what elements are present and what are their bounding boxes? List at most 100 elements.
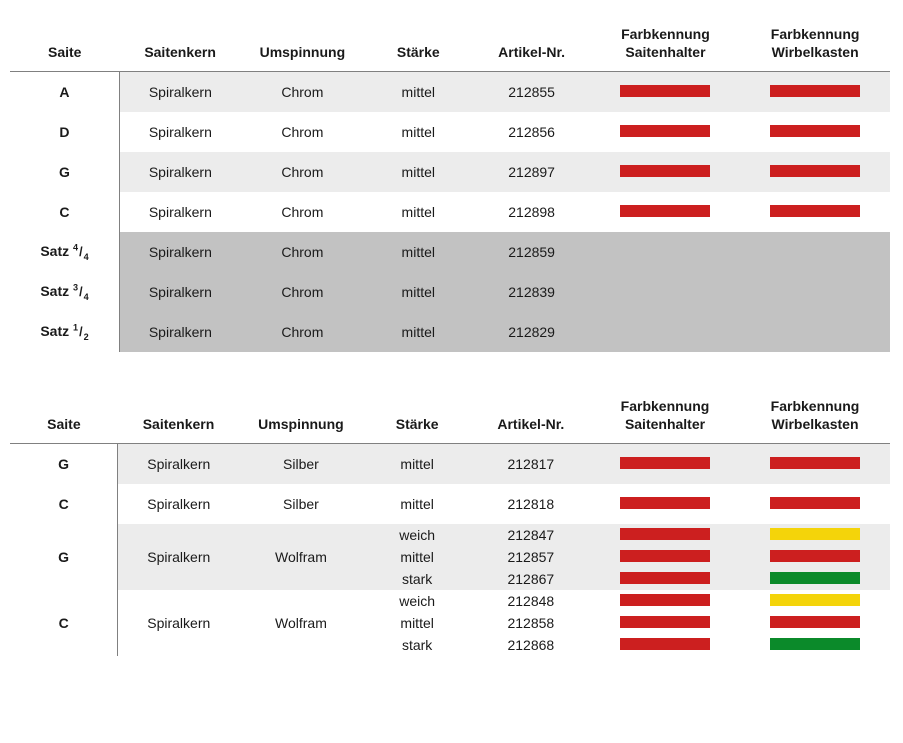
cell-stk: weich xyxy=(363,524,472,546)
col-saite: Saite xyxy=(10,20,119,72)
col-artikel: Artikel-Nr. xyxy=(473,20,591,72)
cell-fk2 xyxy=(740,524,890,546)
table-row: Satz 4/4SpiralkernChrommittel212859 xyxy=(10,232,890,272)
strings-table-2: Saite Saitenkern Umspinnung Stärke Artik… xyxy=(10,392,890,656)
cell-art: 212856 xyxy=(473,112,591,152)
color-swatch xyxy=(770,550,860,562)
color-swatch xyxy=(770,594,860,606)
cell-fk2 xyxy=(740,152,890,192)
table-row: GSpiralkernSilbermittel212817 xyxy=(10,444,890,485)
cell-stk: mittel xyxy=(363,444,472,485)
cell-umsp: Chrom xyxy=(241,152,364,192)
cell-saite: C xyxy=(10,590,118,656)
col-umspinnung: Umspinnung xyxy=(241,20,364,72)
color-swatch xyxy=(620,594,710,606)
cell-stk: mittel xyxy=(363,484,472,524)
cell-fk2 xyxy=(740,272,890,312)
cell-saite: Satz 3/4 xyxy=(10,272,119,312)
cell-fk2 xyxy=(740,72,890,113)
color-swatch xyxy=(770,125,860,137)
color-swatch xyxy=(620,528,710,540)
col-saite: Saite xyxy=(10,392,118,444)
color-swatch xyxy=(620,616,710,628)
table-header-row: Saite Saitenkern Umspinnung Stärke Artik… xyxy=(10,392,890,444)
table-row: CSpiralkernWolframweich212848 xyxy=(10,590,890,612)
cell-fk2 xyxy=(740,484,890,524)
saite-label: Satz 3/4 xyxy=(40,283,88,299)
cell-fk1 xyxy=(590,590,740,612)
color-swatch xyxy=(620,457,710,469)
cell-art: 212859 xyxy=(473,232,591,272)
table-2-body: GSpiralkernSilbermittel212817CSpiralkern… xyxy=(10,444,890,657)
color-swatch xyxy=(620,125,710,137)
cell-fk1 xyxy=(591,152,741,192)
color-swatch xyxy=(620,572,710,584)
cell-art: 212855 xyxy=(473,72,591,113)
saite-label: Satz 1/2 xyxy=(40,323,88,339)
cell-saite: Satz 1/2 xyxy=(10,312,119,352)
cell-art: 212847 xyxy=(472,524,590,546)
cell-fk1 xyxy=(590,568,740,590)
cell-kern: Spiralkern xyxy=(119,112,240,152)
cell-umsp: Chrom xyxy=(241,112,364,152)
color-swatch xyxy=(620,205,710,217)
cell-stk: mittel xyxy=(364,192,473,232)
cell-kern: Spiralkern xyxy=(118,590,240,656)
cell-art: 212857 xyxy=(472,546,590,568)
cell-art: 212848 xyxy=(472,590,590,612)
cell-stk: stark xyxy=(363,568,472,590)
cell-stk: mittel xyxy=(364,72,473,113)
col-fk-wirbel: FarbkennungWirbelkasten xyxy=(740,392,890,444)
cell-kern: Spiralkern xyxy=(119,192,240,232)
saite-label: G xyxy=(58,456,69,472)
cell-saite: A xyxy=(10,72,119,113)
cell-umsp: Silber xyxy=(239,484,362,524)
table-row: DSpiralkernChrommittel212856 xyxy=(10,112,890,152)
cell-umsp: Chrom xyxy=(241,272,364,312)
cell-stk: mittel xyxy=(364,272,473,312)
cell-saite: C xyxy=(10,484,118,524)
cell-kern: Spiralkern xyxy=(118,484,240,524)
cell-fk2 xyxy=(740,312,890,352)
saite-label: Satz 4/4 xyxy=(40,243,88,259)
color-swatch xyxy=(770,205,860,217)
cell-fk1 xyxy=(590,634,740,656)
color-swatch xyxy=(770,457,860,469)
cell-fk1 xyxy=(591,112,741,152)
cell-kern: Spiralkern xyxy=(118,524,240,590)
saite-label: C xyxy=(59,204,69,220)
cell-saite: C xyxy=(10,192,119,232)
color-swatch xyxy=(620,638,710,650)
saite-label: C xyxy=(59,615,69,631)
cell-fk1 xyxy=(591,312,741,352)
cell-kern: Spiralkern xyxy=(119,312,240,352)
cell-stk: mittel xyxy=(363,612,472,634)
cell-umsp: Chrom xyxy=(241,312,364,352)
cell-saite: G xyxy=(10,444,118,485)
table-row: Satz 3/4SpiralkernChrommittel212839 xyxy=(10,272,890,312)
cell-fk1 xyxy=(590,444,740,485)
col-fk-wirbel: FarbkennungWirbelkasten xyxy=(740,20,890,72)
cell-umsp: Chrom xyxy=(241,232,364,272)
col-artikel: Artikel-Nr. xyxy=(472,392,590,444)
table-row: CSpiralkernSilbermittel212818 xyxy=(10,484,890,524)
cell-kern: Spiralkern xyxy=(119,152,240,192)
cell-fk1 xyxy=(591,72,741,113)
color-swatch xyxy=(770,497,860,509)
cell-art: 212868 xyxy=(472,634,590,656)
saite-label: D xyxy=(59,124,69,140)
table-row: ASpiralkernChrommittel212855 xyxy=(10,72,890,113)
color-swatch xyxy=(620,85,710,97)
cell-stk: mittel xyxy=(364,152,473,192)
table-row: GSpiralkernChrommittel212897 xyxy=(10,152,890,192)
cell-art: 212829 xyxy=(473,312,591,352)
cell-kern: Spiralkern xyxy=(119,272,240,312)
cell-art: 212817 xyxy=(472,444,590,485)
cell-fk2 xyxy=(740,232,890,272)
cell-fk2 xyxy=(740,112,890,152)
color-swatch xyxy=(620,550,710,562)
col-saitenkern: Saitenkern xyxy=(119,20,240,72)
cell-stk: mittel xyxy=(363,546,472,568)
cell-kern: Spiralkern xyxy=(119,72,240,113)
cell-fk1 xyxy=(591,192,741,232)
